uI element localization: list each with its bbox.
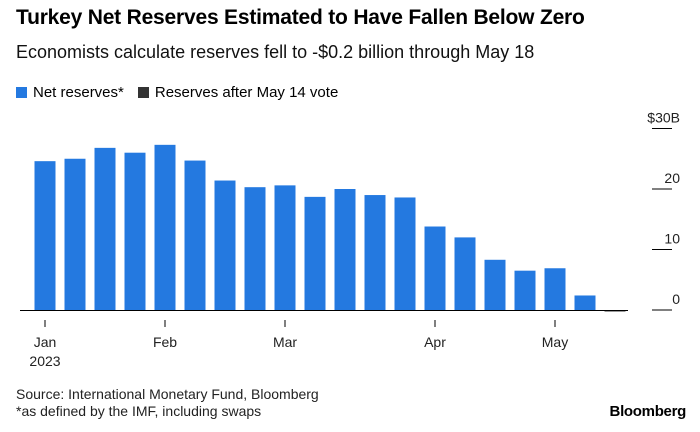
bloomberg-logo: Bloomberg	[609, 403, 687, 420]
x-tick-label: Apr	[424, 334, 446, 350]
legend-item-reserves-after-vote: Reserves after May 14 vote	[137, 84, 339, 101]
bar	[154, 144, 176, 310]
bar	[484, 259, 506, 310]
bar	[274, 185, 296, 310]
chart-legend: Net reserves* Reserves after May 14 vote	[16, 84, 352, 101]
bar	[514, 270, 536, 310]
y-tick-label: 10	[664, 231, 680, 247]
source-note: Source: International Monetary Fund, Blo…	[16, 386, 319, 402]
bar	[424, 226, 446, 310]
chart-subtitle: Economists calculate reserves fell to -$…	[16, 42, 535, 62]
chart-title: Turkey Net Reserves Estimated to Have Fa…	[16, 6, 585, 29]
x-tick-label: May	[542, 334, 568, 350]
footnote: *as defined by the IMF, including swaps	[16, 403, 262, 419]
x-tick-label: Mar	[273, 334, 297, 350]
x-tick-label: Jan	[34, 334, 57, 350]
bar	[394, 197, 416, 310]
bar	[34, 161, 56, 310]
bar	[184, 160, 206, 310]
bar	[94, 147, 116, 310]
bar	[454, 237, 476, 310]
bars	[34, 144, 626, 312]
bar	[544, 268, 566, 310]
y-tick-label: $30B	[647, 110, 680, 126]
x-tick-sublabel: 2023	[29, 353, 60, 369]
bar	[304, 196, 326, 310]
legend-label-net-reserves: Net reserves*	[33, 84, 124, 101]
x-axis: Jan 2023 Feb Mar Apr May	[20, 310, 628, 369]
legend-swatch-reserves-after-vote	[137, 87, 149, 98]
bar	[364, 195, 386, 310]
y-tick-label: 20	[664, 170, 680, 186]
legend-label-reserves-after-vote: Reserves after May 14 vote	[154, 84, 339, 101]
bar	[124, 152, 146, 310]
bar	[244, 187, 266, 310]
x-tick-label: Feb	[153, 334, 177, 350]
legend-item-net-reserves: Net reserves*	[16, 84, 124, 101]
bar	[214, 180, 236, 310]
bar	[64, 158, 86, 310]
y-axis: $30B 20 10 0	[647, 110, 680, 311]
bar	[574, 295, 596, 310]
y-tick-label: 0	[672, 291, 680, 307]
bar	[334, 189, 356, 310]
legend-swatch-net-reserves	[16, 87, 27, 98]
